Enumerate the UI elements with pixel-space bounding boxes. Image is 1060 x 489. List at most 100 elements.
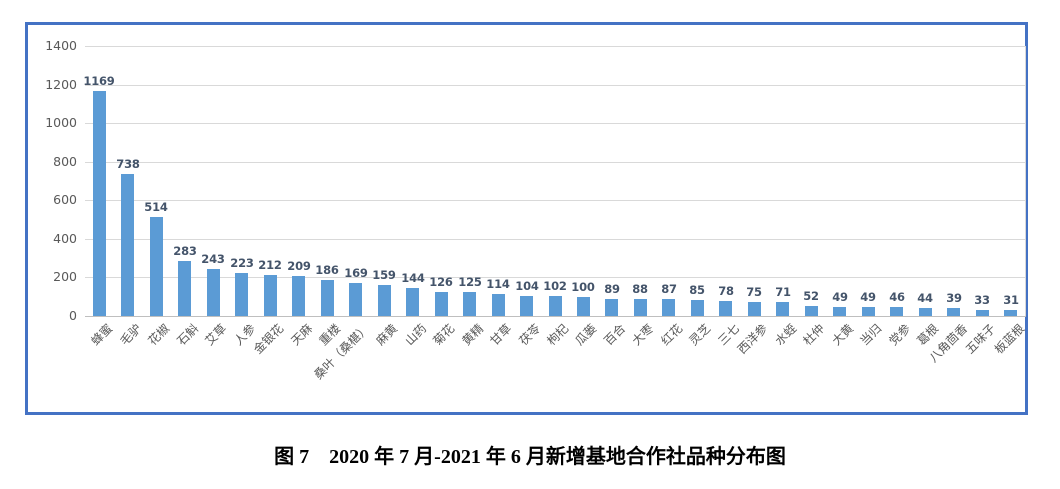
bar-value-label: 186 — [315, 263, 339, 277]
bar — [492, 294, 505, 316]
x-axis-category-label: 菊花 — [430, 321, 458, 349]
bar-value-label: 44 — [917, 291, 933, 305]
bar-value-label: 159 — [372, 268, 396, 282]
y-axis-tick-label: 1400 — [45, 38, 77, 53]
bar-value-label: 52 — [803, 289, 819, 303]
bar — [862, 307, 875, 316]
bar-value-label: 71 — [775, 285, 791, 299]
bar — [150, 217, 163, 316]
bar — [292, 276, 305, 316]
x-axis-category-label: 黄精 — [459, 321, 487, 349]
x-axis-category-label: 甘草 — [487, 321, 515, 349]
bar — [1004, 310, 1017, 316]
gridline — [85, 162, 1026, 163]
x-axis-category-label: 杜仲 — [800, 321, 828, 349]
y-axis-tick-label: 400 — [53, 231, 77, 246]
bar-value-label: 514 — [144, 200, 168, 214]
x-axis-category-label: 麻黄 — [373, 321, 401, 349]
x-axis-category-label: 水蛭 — [772, 321, 800, 349]
bar — [178, 261, 191, 316]
bar-value-label: 85 — [689, 283, 705, 297]
bar-value-label: 738 — [116, 157, 140, 171]
bar-value-label: 169 — [344, 266, 368, 280]
y-axis-tick-label: 600 — [53, 192, 77, 207]
x-axis-category-label: 大枣 — [629, 321, 657, 349]
x-axis-category-label: 大黄 — [829, 321, 857, 349]
bar — [264, 275, 277, 316]
bar — [235, 273, 248, 316]
bar-value-label: 46 — [889, 290, 905, 304]
x-axis-category-label: 蜂蜜 — [88, 321, 116, 349]
bar — [634, 299, 647, 316]
x-axis-category-label: 红花 — [658, 321, 686, 349]
x-axis-category-label: 山药 — [402, 321, 430, 349]
bar — [890, 307, 903, 316]
x-axis-category-label: 茯苓 — [516, 321, 544, 349]
x-axis-line — [85, 316, 1026, 317]
y-axis-tick-label: 200 — [53, 269, 77, 284]
bar-value-label: 1169 — [83, 74, 115, 88]
gridline — [85, 46, 1026, 47]
y-axis-tick-label: 1000 — [45, 115, 77, 130]
bar — [805, 306, 818, 316]
bar — [207, 269, 220, 316]
x-axis-category-label: 天麻 — [288, 321, 316, 349]
x-axis-category-label: 花椒 — [145, 321, 173, 349]
bar-value-label: 49 — [860, 290, 876, 304]
bar — [349, 283, 362, 316]
x-axis-category-label: 灵芝 — [686, 321, 714, 349]
bar-value-label: 212 — [258, 258, 282, 272]
bar — [691, 300, 704, 316]
gridline — [85, 85, 1026, 86]
x-axis-category-label: 枸杞 — [544, 321, 572, 349]
bar — [93, 91, 106, 316]
bar-value-label: 243 — [201, 252, 225, 266]
y-axis-tick-label: 800 — [53, 154, 77, 169]
bar — [605, 299, 618, 316]
bar — [833, 307, 846, 316]
bar — [549, 296, 562, 316]
bar-value-label: 75 — [746, 285, 762, 299]
bar-value-label: 209 — [287, 259, 311, 273]
bar-value-label: 39 — [946, 291, 962, 305]
bar-value-label: 89 — [604, 282, 620, 296]
bar — [378, 285, 391, 316]
bar-value-label: 114 — [486, 277, 510, 291]
bar-value-label: 100 — [571, 280, 595, 294]
bar — [463, 292, 476, 316]
x-axis-category-label: 板蓝根 — [991, 321, 1028, 357]
bar — [406, 288, 419, 316]
bar — [577, 297, 590, 316]
x-axis-category-label: 艾草 — [202, 321, 230, 349]
x-axis-category-label: 瓜蒌 — [572, 321, 600, 349]
bar — [662, 299, 675, 316]
bar-value-label: 88 — [632, 282, 648, 296]
x-axis-category-label: 西洋参 — [734, 321, 771, 357]
bar — [976, 310, 989, 316]
x-axis-category-label: 五味子 — [962, 321, 999, 357]
bar-value-label: 78 — [718, 284, 734, 298]
bar — [919, 308, 932, 316]
bar — [947, 308, 960, 316]
bar-value-label: 49 — [832, 290, 848, 304]
x-axis-category-label: 百合 — [601, 321, 629, 349]
bar — [748, 302, 761, 316]
bar-value-label: 144 — [401, 271, 425, 285]
bar — [520, 296, 533, 316]
bar — [776, 302, 789, 316]
bar-chart-frame: 0 200 400 600 800 1000 1200 1400 1169 蜂蜜 738 毛驴 514 花… — [25, 22, 1028, 415]
gridline — [85, 239, 1026, 240]
bar-value-label: 223 — [230, 256, 254, 270]
x-axis-category-label: 党参 — [886, 321, 914, 349]
bar-value-label: 31 — [1003, 293, 1019, 307]
bar-value-label: 104 — [515, 279, 539, 293]
bar — [719, 301, 732, 316]
bar-value-label: 126 — [429, 275, 453, 289]
bar-value-label: 283 — [173, 244, 197, 258]
bar — [435, 292, 448, 316]
bar-value-label: 102 — [543, 279, 567, 293]
bar-value-label: 33 — [974, 293, 990, 307]
x-axis-category-label: 石斛 — [174, 321, 202, 349]
gridline — [85, 277, 1026, 278]
